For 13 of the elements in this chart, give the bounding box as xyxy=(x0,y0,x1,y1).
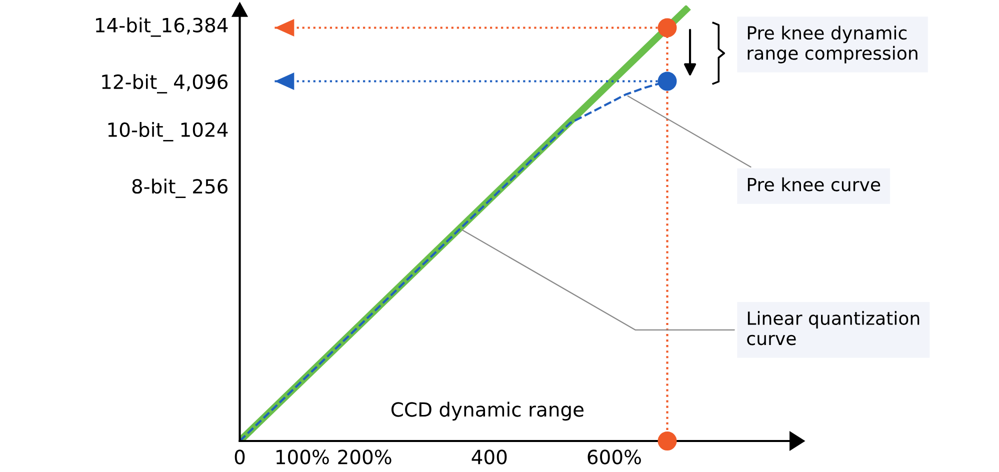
text: 8-bit_ 256 xyxy=(132,178,228,198)
x-tick-label: 600% xyxy=(588,450,641,464)
text: 14-bit_16,384 xyxy=(96,17,228,37)
x-tick-label: 200% xyxy=(338,450,392,464)
annotation: Linear quantization curve xyxy=(747,311,920,346)
x-tick-label: 0 xyxy=(234,450,245,464)
x-tick-label: 100% xyxy=(276,450,329,464)
annotation: Pre knee dynamic range compression xyxy=(748,26,918,64)
x-tick-label: 400 xyxy=(472,450,507,464)
text: 10-bit_ 1024 xyxy=(108,122,228,142)
annotation: Pre knee curve xyxy=(748,177,880,192)
x-axis-title: CCD dynamic range xyxy=(391,402,584,421)
text: 12-bit_ 4,096 xyxy=(102,74,228,94)
